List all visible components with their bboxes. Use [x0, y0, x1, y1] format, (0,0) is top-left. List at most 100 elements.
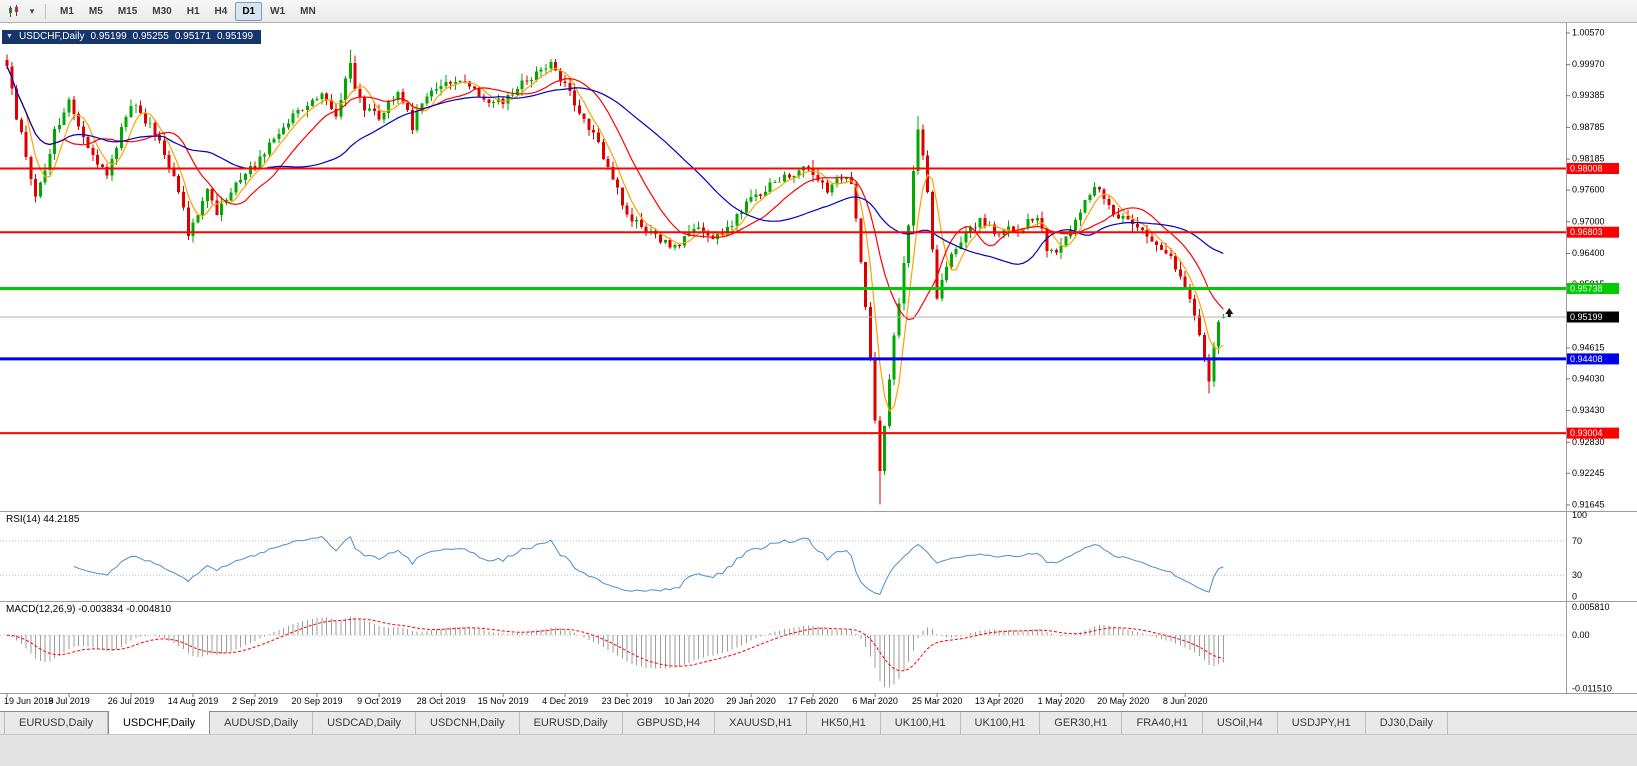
chart-title-close: 0.95199: [216, 31, 254, 42]
date-tick-label: 8 Jun 2020: [1163, 696, 1208, 706]
timeframe-button-h4[interactable]: H4: [214, 5, 228, 17]
chart-tab-usdcnh-daily[interactable]: USDCNH,Daily: [416, 712, 520, 734]
timeframe-button-m1[interactable]: M1: [60, 5, 74, 17]
chart-tab-usdjpy-h1[interactable]: USDJPY,H1: [1278, 712, 1366, 734]
panel-separators: [0, 23, 1637, 694]
date-tick-label: 28 Oct 2019: [417, 696, 466, 706]
macd-axis-label: 0.00: [1572, 630, 1590, 640]
toolbar-separator: [45, 3, 46, 19]
price-box-0.93004: 0.93004: [1567, 427, 1619, 439]
date-tick-label: 2 Sep 2019: [232, 696, 278, 706]
chart-tab-uk100-h1[interactable]: UK100,H1: [881, 712, 961, 734]
price-box-0.98008: 0.98008: [1567, 163, 1619, 174]
chart-title-open: 0.95199: [90, 31, 127, 42]
macd-label: MACD(12,26,9) -0.003834 -0.004810: [6, 604, 172, 615]
candlestick-glyph: [9, 4, 18, 17]
rsi-line: [73, 535, 1224, 596]
date-tick-label: 17 Feb 2020: [788, 696, 839, 706]
macd-panel: MACD(12,26,9) -0.003834 -0.004810 0.00581…: [0, 602, 1612, 694]
rsi-level-label: 70: [1572, 536, 1582, 546]
chart-title-symbol: USDCHF,Daily: [18, 31, 85, 42]
chart-tab-audusd-daily[interactable]: AUDUSD,Daily: [210, 712, 314, 734]
timeframe-button-h1[interactable]: H1: [186, 5, 200, 17]
window-icon: ▼: [6, 33, 13, 40]
chart-tab-ger30-h1[interactable]: GER30,H1: [1040, 712, 1123, 734]
chart-tab-hk50-h1[interactable]: HK50,H1: [807, 712, 881, 734]
date-tick-label: 10 Jan 2020: [664, 696, 714, 706]
status-bar: [0, 734, 1637, 766]
price-box-0.94408: 0.94408: [1567, 353, 1619, 365]
timeframe-button-m15[interactable]: M15: [117, 5, 138, 17]
price-tick-label: 0.99385: [1572, 90, 1605, 100]
date-tick-label: 20 May 2020: [1097, 696, 1149, 706]
timeframe-toolbar: M1 M5 M15 M30 H1 H4 D1 W1 MN: [53, 1, 323, 21]
timeframe-button-d1[interactable]: D1: [235, 1, 263, 21]
price-tick-label: 0.91645: [1572, 500, 1605, 510]
chart-tab-dj30-daily[interactable]: DJ30,Daily: [1366, 712, 1448, 734]
date-tick-label: 1 May 2020: [1038, 696, 1085, 706]
price-tick-label: 0.92830: [1572, 437, 1605, 447]
date-tick-label: 23 Dec 2019: [602, 696, 653, 706]
price-tick-label: 0.97600: [1572, 185, 1605, 195]
rsi-level-label: 100: [1572, 510, 1587, 520]
timeframe-button-m30[interactable]: M30: [152, 5, 172, 17]
chart-title-low: 0.95171: [174, 31, 211, 42]
date-tick-label: 4 Dec 2019: [542, 696, 588, 706]
rsi-level-label: 0: [1572, 592, 1577, 602]
price-tick-label: 0.94030: [1572, 373, 1605, 383]
macd-axis-label: -0.011510: [1572, 684, 1612, 694]
svg-text:0.93004: 0.93004: [1570, 428, 1603, 438]
price-tick-label: 0.98785: [1572, 122, 1605, 132]
date-tick-label: 9 Oct 2019: [357, 696, 401, 706]
svg-text:0.95738: 0.95738: [1570, 284, 1603, 294]
date-tick-label: 29 Jan 2020: [726, 696, 776, 706]
date-tick-label: 19 Jun 2019: [4, 696, 54, 706]
rsi-panel: RSI(14) 44.2185 100 70 30 0: [0, 510, 1587, 602]
chart-tab-fra40-h1[interactable]: FRA40,H1: [1122, 712, 1203, 734]
timeframe-button-m5[interactable]: M5: [88, 5, 103, 17]
date-tick-label: 15 Nov 2019: [478, 696, 529, 706]
price-tick-label: 0.96400: [1572, 248, 1605, 258]
timeframe-button-mn[interactable]: MN: [300, 5, 316, 17]
chart-tab-usdcad-daily[interactable]: USDCAD,Daily: [313, 712, 417, 734]
chart-tab-eurusd-daily[interactable]: EURUSD,Daily: [520, 712, 623, 734]
price-tick-label: 0.97000: [1572, 216, 1605, 226]
date-tick-label: 13 Apr 2020: [975, 696, 1024, 706]
price-tick-label: 0.94615: [1572, 342, 1605, 352]
chart-tab-eurusd-daily[interactable]: EURUSD,Daily: [4, 712, 108, 734]
chart-background: [0, 23, 1637, 711]
chart-tab-uk100-h1[interactable]: UK100,H1: [961, 712, 1041, 734]
date-tick-label: 25 Mar 2020: [912, 696, 963, 706]
ma-fast-orange: [6, 66, 1224, 413]
date-tick-label: 26 Jul 2019: [108, 696, 155, 706]
chart-canvas[interactable]: 1.00570 0.99970 0.99385 0.98785 0.98185 0.976…: [0, 23, 1637, 711]
date-tick-label: 8 Jul 2019: [48, 696, 90, 706]
chart-tab-gbpusd-h4[interactable]: GBPUSD,H4: [623, 712, 716, 734]
candlestick-chart-icon[interactable]: [4, 3, 24, 20]
svg-text:0.94408: 0.94408: [1570, 354, 1603, 364]
rsi-level-label: 30: [1572, 570, 1582, 580]
price-tick-label: 0.98185: [1572, 154, 1605, 164]
chart-tab-usdchf-daily[interactable]: USDCHF,Daily: [107, 711, 211, 734]
price-arrow-icon: [1225, 308, 1234, 317]
price-box-0.96803: 0.96803: [1567, 226, 1619, 238]
chart-window[interactable]: 1.00570 0.99970 0.99385 0.98785 0.98185 0.976…: [0, 23, 1637, 711]
ma-mid-red: [6, 66, 1224, 321]
chevron-down-icon[interactable]: ▾: [29, 5, 35, 16]
price-box-0.95738: 0.95738: [1567, 283, 1619, 294]
chart-tab-usoil-h4[interactable]: USOil,H4: [1203, 712, 1278, 734]
svg-text:0.96803: 0.96803: [1570, 227, 1603, 237]
date-tick-label: 6 Mar 2020: [852, 696, 898, 706]
chart-tabs-bar: EURUSD,Daily USDCHF,Daily AUDUSD,Daily USDC…: [0, 711, 1637, 734]
chart-title-bar[interactable]: ▼ USDCHF,Daily 0.95199 0.95255 0.95171 0…: [2, 30, 262, 44]
chart-tab-xauusd-h1[interactable]: XAUUSD,H1: [715, 712, 808, 734]
svg-text:0.95199: 0.95199: [1570, 312, 1603, 322]
price-tick-label: 1.00570: [1572, 28, 1605, 38]
price-tick-label: 0.93430: [1572, 405, 1605, 415]
rsi-label: RSI(14) 44.2185: [6, 514, 80, 525]
chart-title-high: 0.95255: [132, 31, 169, 42]
timeframe-button-w1[interactable]: W1: [270, 5, 286, 17]
macd-axis-label: 0.005810: [1572, 602, 1610, 612]
date-tick-label: 14 Aug 2019: [168, 696, 219, 706]
